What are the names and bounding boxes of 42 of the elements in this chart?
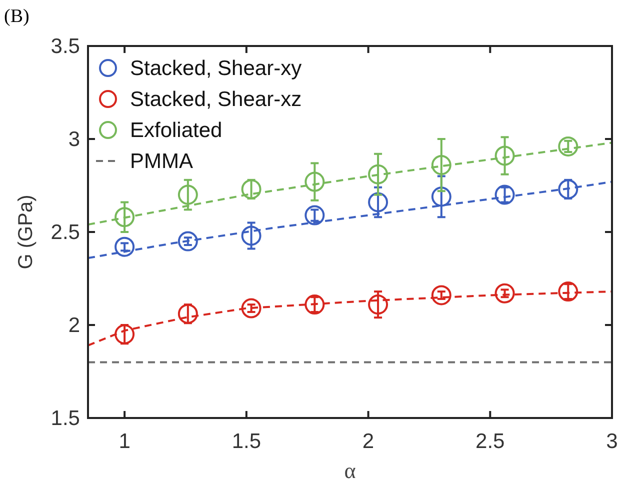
- point: [178, 304, 198, 324]
- point: [114, 324, 135, 344]
- point: [494, 184, 515, 205]
- legend-label: Stacked, Shear-xy: [130, 57, 302, 80]
- legend-label: Stacked, Shear-xz: [130, 88, 302, 111]
- point: [368, 294, 388, 315]
- x-tick-label: 1.5: [232, 430, 262, 453]
- point: [494, 283, 515, 304]
- point: [431, 285, 452, 306]
- y-tick-label: 2.5: [50, 221, 80, 244]
- y-tick-label: 3: [68, 128, 80, 151]
- y-tick-label: 2: [68, 314, 80, 337]
- point: [431, 155, 452, 176]
- x-tick-label: 1: [118, 430, 130, 453]
- y-tick-label: 1.5: [50, 407, 80, 430]
- line-series: [87, 180, 613, 260]
- point: [114, 236, 135, 257]
- point: [114, 207, 135, 228]
- y-tick-label: 3.5: [50, 35, 80, 58]
- point: [241, 179, 262, 200]
- point: [304, 172, 325, 192]
- x-tick-label: 2.5: [476, 430, 505, 453]
- y-axis-title: G (GPa): [15, 194, 37, 270]
- x-tick-label: 2: [362, 430, 374, 453]
- point: [558, 282, 578, 302]
- x-axis-title: α: [344, 458, 356, 483]
- point: [241, 298, 262, 318]
- point: [431, 186, 452, 207]
- point: [368, 192, 388, 212]
- point: [241, 226, 262, 246]
- point: [558, 136, 578, 156]
- point: [494, 146, 515, 166]
- point: [178, 231, 198, 252]
- point: [558, 179, 578, 200]
- legend-label: PMMA: [130, 150, 193, 173]
- chart-title: (B): [4, 6, 30, 27]
- legend-label: Exfoliated: [130, 119, 222, 142]
- point: [304, 205, 325, 226]
- point: [304, 294, 325, 315]
- point: [178, 184, 198, 205]
- point: [368, 164, 388, 184]
- x-tick-label: 3: [606, 430, 618, 453]
